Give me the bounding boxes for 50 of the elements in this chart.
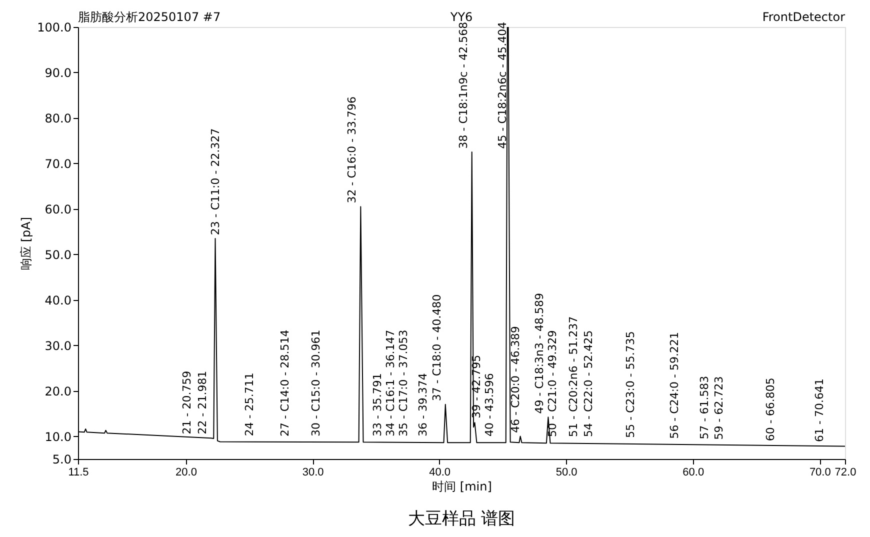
- annotation: 55 - C23:0 - 55.735: [624, 331, 637, 438]
- annotation: 60 - 66.805: [764, 378, 778, 442]
- annotation: 22 - 21.981: [196, 370, 209, 434]
- x-tick-label: 60.0: [682, 466, 704, 478]
- annotation: 27 - C14:0 - 28.514: [278, 330, 292, 437]
- y-tick-label: 20.0: [44, 384, 72, 398]
- annotation: 36 - 39.374: [416, 373, 430, 437]
- annotation: 24 - 25.711: [243, 372, 256, 436]
- x-tick-label: 40.0: [429, 466, 451, 478]
- annotation: 54 - C22:0 - 52.425: [582, 330, 595, 437]
- chart-title: YY6: [449, 10, 473, 24]
- text: 脂肪酸分析20250107 #7: [78, 10, 221, 24]
- y-tick-label: 80.0: [44, 111, 72, 126]
- annotation: 57 - 61.583: [698, 376, 711, 440]
- x-tick-label: 11.5: [68, 466, 89, 478]
- annotation: 49 - C18:3n3 - 48.589: [533, 293, 546, 414]
- x-tick-label: 30.0: [302, 466, 324, 478]
- text: FrontDetector: [762, 10, 846, 24]
- y-tick-label: 10.0: [44, 430, 72, 444]
- y-tick-label: 100.0: [37, 20, 72, 34]
- x-tick-label: 50.0: [556, 466, 578, 478]
- annotation: 34 - C16:1 - 36.147: [384, 330, 397, 437]
- annotation: 23 - C11:0 - 22.327: [208, 128, 222, 236]
- annotation: 40 - 43.596: [482, 373, 496, 437]
- annotation: 56 - C24:0 - 59.221: [668, 332, 681, 439]
- annotation: 33 - 35.791: [370, 373, 384, 437]
- y-tick-label: 90.0: [44, 66, 72, 80]
- x-tick-label: 70.0: [809, 466, 831, 478]
- x-tick-label: 20.0: [176, 466, 197, 478]
- annotation: 38 - C18:1n9c - 42.568: [456, 22, 470, 149]
- text: 大豆样品 谱图: [408, 509, 516, 529]
- y-axis-title: 响应 [pA]: [19, 216, 34, 270]
- annotation: 35 - C17:0 - 37.053: [396, 330, 410, 437]
- y-tick-label: 40.0: [44, 293, 72, 308]
- annotation: 59 - 62.723: [712, 376, 726, 440]
- annotation: 46 - C20:0 - 46.389: [508, 326, 522, 433]
- y-tick-label: 50.0: [44, 248, 72, 262]
- annotation: 32 - C16:0 - 33.796: [346, 96, 359, 204]
- y-tick-label: 30.0: [44, 338, 72, 353]
- annotation: 37 - C18:0 - 40.480: [430, 294, 444, 402]
- x-tick-label: 72.0: [834, 466, 856, 478]
- annotation: 51 - C20:2n6 - 51.237: [566, 316, 580, 437]
- annotation: 61 - 70.641: [812, 378, 826, 442]
- annotation: 30 - C15:0 - 30.961: [310, 330, 323, 437]
- y-tick-label: 70.0: [44, 156, 72, 171]
- y-tick-label: 60.0: [44, 202, 72, 216]
- annotation: 21 - 20.759: [180, 370, 194, 434]
- y-tick-label: 5.0: [52, 452, 72, 466]
- annotation: 45 - C18:2n6c - 45.404: [496, 22, 509, 149]
- x-axis-title: 时间 [min]: [432, 480, 492, 494]
